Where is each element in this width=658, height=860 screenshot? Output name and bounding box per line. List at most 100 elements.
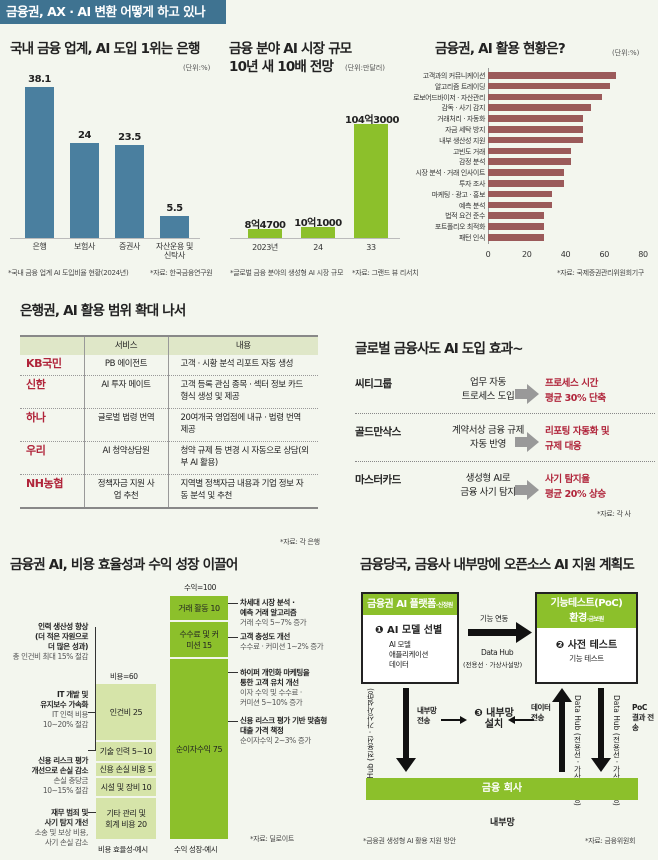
global-row: 마스터카드 생성형 AI로 금융 사기 탐지 사기 탐지율 평균 20% 상승: [355, 468, 655, 508]
diagram-source: *자료: 금융위원회: [585, 837, 636, 845]
s1-line: 손실 충당금: [53, 776, 89, 785]
bank-content: 지역별 정책자금 내용과 기업 정보 자동 분석 및 추천: [168, 474, 318, 509]
table-row: NH농협 정책자금 지원 사업 추천 지역별 정책자금 내용과 기업 정보 자동 분…: [20, 474, 318, 509]
ai-platform-sub: -신정원: [435, 602, 454, 609]
bar: [301, 226, 335, 238]
chart1-footnote: *국내 금융 업계 AI 도입비율 현황(2024년): [8, 269, 129, 277]
result-line: 평균 20% 상승: [545, 489, 606, 500]
desc-line: 업무 자동: [470, 377, 506, 388]
axis-line: [488, 68, 489, 244]
effect-result: 사기 탐지율 평균 20% 상승: [545, 472, 606, 502]
leader-line: [88, 812, 96, 813]
cost-segment: 인건비 25: [96, 684, 156, 740]
step2-sub: 기능 테스트: [569, 654, 604, 663]
leader-line: [228, 603, 238, 604]
poc-sub: -금보원: [586, 616, 605, 623]
table-row: 하나 글로벌 법령 번역 20여개국 영업점에 내규 · 법령 번역 제공: [20, 408, 318, 442]
bar: [248, 228, 282, 238]
x-tick-label: 60: [599, 250, 610, 259]
b2-line: 예측 거래 알고리즘: [240, 608, 297, 617]
chart3-title: 금융권, AI 활용 현황은?: [435, 41, 566, 57]
b2-line: 유지보수 가속화: [40, 700, 88, 709]
bank-content: 20여개국 영업점에 내규 · 법령 번역 제공: [168, 408, 318, 442]
leader-line: [88, 695, 96, 751]
poc-send-label: PoC 결과 전송: [632, 703, 654, 732]
global-title: 글로벌 금융사도 AI 도입 효과~: [355, 341, 524, 357]
bar: [354, 124, 388, 238]
revenue-segment: 순이자수익 75: [170, 659, 228, 839]
global-source: *자료: 각 사: [597, 510, 631, 518]
financial-company-bar: 금융 회사: [366, 778, 638, 800]
value-label: 104억3000: [345, 115, 399, 126]
banks-table: 서비스 내용 KB국민 PB 에이전트 고객 · 시황 분석 리포트 자동 생성 신한…: [20, 335, 318, 509]
chart2-title-line1: 금융 분야 AI 시장 규모: [229, 41, 352, 57]
result-line: 평균 30% 단축: [545, 393, 606, 404]
category-label: 고빈도 거래: [452, 147, 485, 156]
bank-content: 고객 · 시황 분석 리포트 자동 생성: [168, 355, 318, 376]
bank-name: KB국민: [20, 355, 85, 376]
baseline: [230, 238, 400, 239]
ai-platform-header: 금융권 AI 플랫폼-신정원: [363, 594, 457, 615]
bank-name: 신한: [20, 375, 85, 409]
s1-line: 수수료 · 커미션 1~2% 증가: [240, 642, 324, 651]
s2-line: 커미션 5~10% 증가: [240, 698, 303, 707]
waterfall-source: *자료: 딜로이트: [250, 835, 295, 843]
ai-platform-box: 금융권 AI 플랫폼-신정원 ❶ AI 모델 선별 AI 모델 애플리케이션 데이터: [361, 592, 459, 684]
bank-service: 정책자금 지원 사업 추천: [84, 474, 169, 509]
bar: [488, 234, 545, 241]
revenue-annotation: 하이퍼 개인화 마케팅을 통한 고객 유치 개선 이자 수익 및 수수료 · 커미션 …: [240, 668, 340, 708]
s1-line: 순이자수익 2~3% 증가: [240, 736, 311, 745]
cost-segment: 기술 인력 5~10: [96, 742, 156, 761]
banks-title: 은행권, AI 활용 범위 확대 나서: [20, 303, 186, 319]
bar: [70, 142, 99, 238]
value-label: 8억4700: [244, 219, 287, 231]
chart2-unit: (단위:만달러): [345, 64, 386, 72]
x-tick-label: 20: [522, 250, 532, 259]
b2-line: 통한 고객 유치 개선: [240, 678, 299, 687]
chart3-unit: (단위:%): [612, 49, 640, 57]
effect-result: 프로세스 시간 평균 30% 단축: [545, 376, 606, 406]
chart3-source: *자료: 국제증권관리위원회기구: [557, 269, 645, 277]
cost-caption: 비용 효율성-예시: [98, 845, 148, 854]
s2-line: 사기 손실 감소: [45, 838, 88, 847]
internal-network-label: 내부망: [490, 818, 515, 828]
category-label: 고객과의 커뮤니케이션: [422, 72, 486, 80]
result-line: 리포팅 자동화 및: [545, 426, 610, 437]
category-label: 자산운용 및 신탁사: [156, 242, 193, 260]
category-label: 마케팅 · 광고 · 홍보: [431, 190, 486, 199]
chart1-plot: 38.1 은행 24 보험사 23.5 증권사 5.5 자산운용 및 신탁사: [10, 74, 210, 265]
leader-line: [228, 672, 238, 673]
category-label: 증권사: [119, 242, 140, 251]
datahub-sub-text: (전용선 · 가상사설망): [366, 688, 375, 762]
category-label: 24: [313, 243, 323, 252]
b1-line: IT 개발 및: [56, 690, 88, 699]
bar: [488, 201, 552, 209]
value-label: 23.5: [118, 131, 141, 143]
link-label: 기능 연동: [480, 614, 508, 623]
infographic-header: 금융권, AX · AI 변환 어떻게 하고 있나: [0, 0, 226, 24]
ai-platform-label: 금융권 AI 플랫폼: [367, 599, 436, 610]
cost-segment: 기타 관리 및 회계 비용 20: [96, 798, 156, 839]
cost-annotation: 재무 범죄 및 사기 탐지 개선 소송 및 보상 비용, 사기 손실 감소: [8, 808, 89, 848]
step2-label: ❷ 사전 테스트: [555, 640, 618, 651]
bar: [488, 136, 583, 144]
arrow-up-icon: [552, 688, 572, 772]
category-label: 감정 분석: [459, 158, 485, 167]
chart1-unit: (단위:%): [183, 64, 211, 72]
category-label: 감독 · 사기 감지: [441, 104, 485, 113]
category-label: 33: [366, 243, 376, 252]
bank-service: PB 에이전트: [84, 355, 169, 376]
bank-name: NH농협: [20, 474, 85, 509]
bank-service: 글로벌 법령 번역: [84, 408, 169, 442]
leader-line: [228, 721, 238, 722]
poc-header: 기능테스트(PoC) 환경-금보원: [537, 594, 636, 628]
b2-line: (더 적은 자원으로: [35, 632, 88, 641]
company-name: 마스터카드: [355, 474, 401, 486]
diagram-title: 금융당국, 금융사 내부망에 오픈소스 AI 지원 계획도: [360, 557, 635, 573]
s1-line: IT 인력 비용: [52, 710, 88, 719]
bar: [488, 169, 564, 176]
col-header-content: 내용: [168, 336, 318, 355]
company-desc: 계약서상 금융 규제 자동 반영: [435, 424, 541, 452]
b1-line: 신용 리스크 평가 기반 맞춤형: [240, 716, 327, 725]
poc-box: 기능테스트(PoC) 환경-금보원 ❷ 사전 테스트 기능 테스트: [535, 592, 638, 684]
